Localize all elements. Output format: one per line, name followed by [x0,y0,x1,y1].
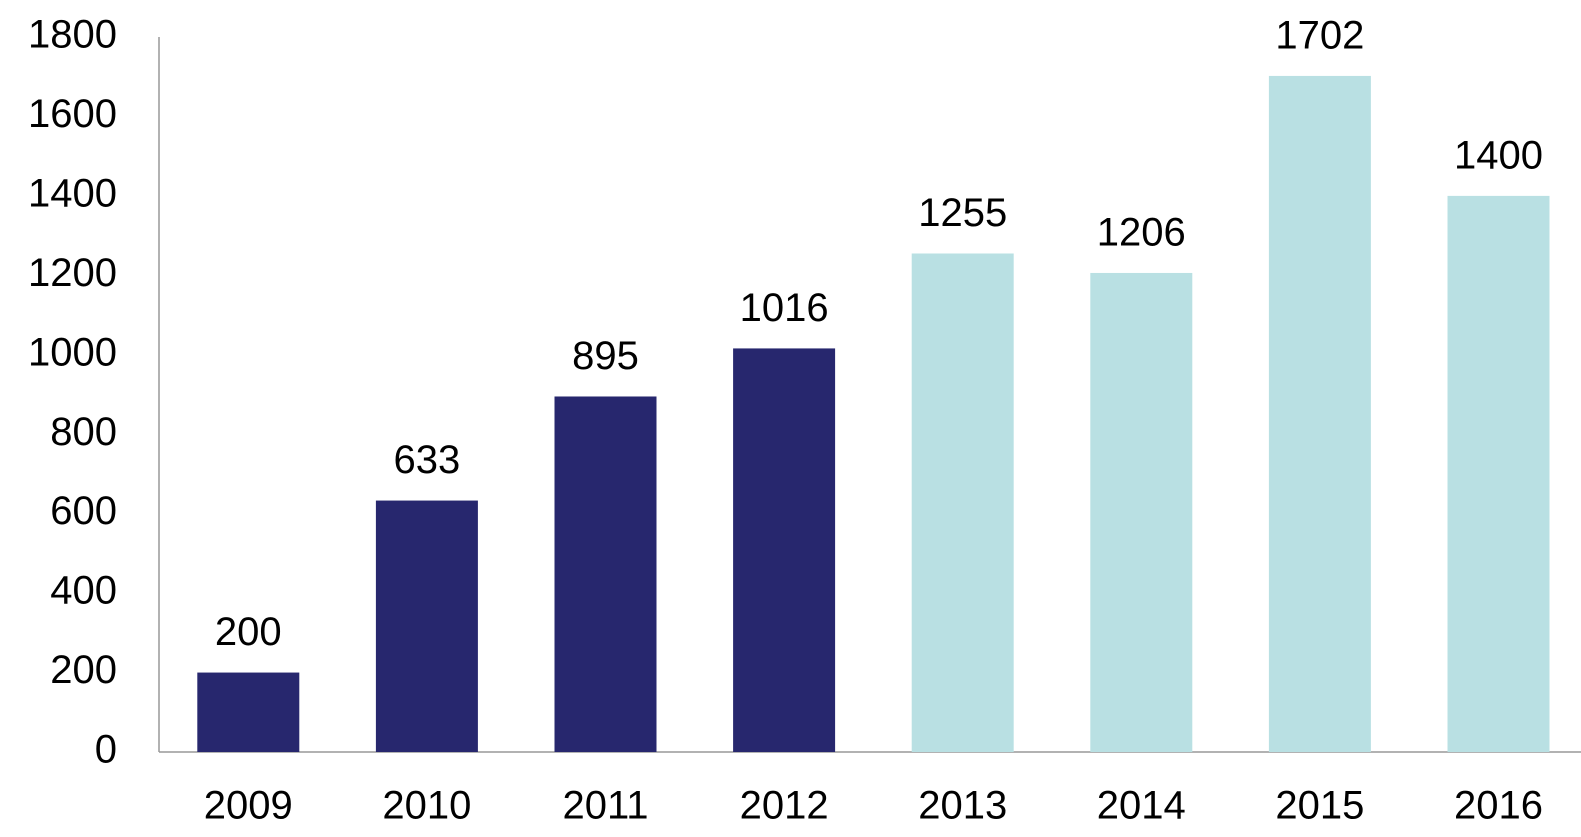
x-tick-label: 2011 [562,784,648,828]
bar [733,348,836,752]
data-label: 633 [394,438,461,482]
y-tick-label: 1400 [28,171,117,215]
bar [1447,195,1550,752]
x-tick-label: 2010 [382,784,471,828]
y-tick-label: 0 [95,728,117,772]
y-tick-label: 200 [50,648,117,692]
y-tick-label: 1000 [28,330,117,374]
x-tick-label: 2015 [1275,784,1364,828]
bar [1090,272,1193,752]
data-label: 1206 [1097,211,1186,255]
x-tick-label: 2013 [918,784,1007,828]
x-tick-label: 2012 [740,784,829,828]
y-tick-label: 1600 [28,92,117,136]
bar [375,500,478,752]
bar [554,396,657,752]
data-label: 1016 [740,286,829,330]
bar [911,253,1014,752]
data-label: 895 [572,334,639,378]
y-tick-label: 600 [50,489,117,533]
y-tick-label: 400 [50,569,117,613]
data-label: 1702 [1275,13,1364,57]
x-tick-label: 2009 [204,784,293,828]
data-label: 1255 [918,191,1007,235]
data-label: 1400 [1454,133,1543,177]
bar [197,672,300,752]
x-tick-label: 2016 [1454,784,1543,828]
bar [1268,75,1371,752]
data-label: 200 [215,610,282,654]
y-tick-label: 1200 [28,251,117,295]
y-tick-label: 800 [50,410,117,454]
y-tick-label: 1800 [28,13,117,57]
x-tick-label: 2014 [1097,784,1186,828]
